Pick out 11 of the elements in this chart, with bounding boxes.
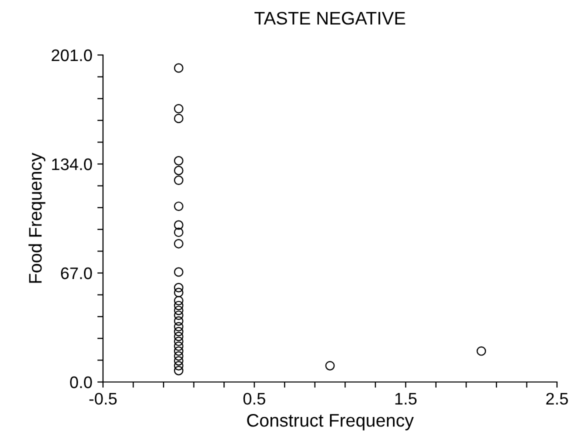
x-tick-label: -0.5	[89, 392, 117, 405]
x-tick-label: 1.5	[395, 393, 417, 405]
chart-title: TASTE NEGATIVE	[254, 12, 406, 25]
y-axis-title: Food Frequency	[28, 152, 46, 283]
x-tick-label: 2.5	[546, 392, 568, 405]
y-tick-label: 134.0	[52, 158, 92, 170]
y-tick-label: 67.0	[60, 267, 92, 280]
y-tick-label: 0.0	[70, 376, 92, 388]
x-axis-title: Construct Frequency	[247, 414, 414, 430]
y-tick-label: 201.0	[52, 49, 92, 62]
x-tick-label: 0.5	[243, 392, 266, 405]
